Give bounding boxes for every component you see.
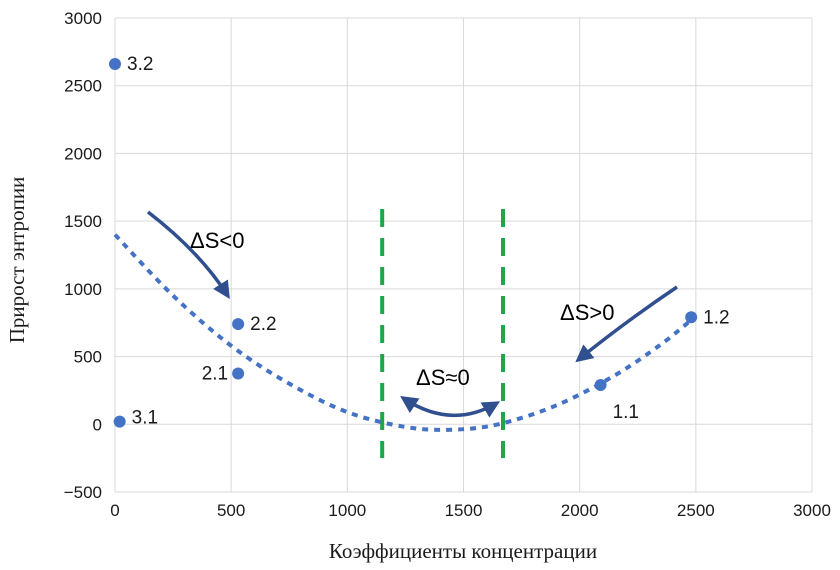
arrow-decreasing — [146, 210, 230, 299]
point-label: 2.2 — [250, 314, 276, 335]
x-tick-label: 500 — [217, 501, 245, 520]
x-tick-label: 3000 — [793, 501, 831, 520]
x-tick-label: 2500 — [677, 501, 715, 520]
data-point — [232, 367, 245, 380]
x-tick-label: 1000 — [328, 501, 366, 520]
x-tick-label: 2000 — [561, 501, 599, 520]
y-tick-label: 500 — [74, 348, 102, 367]
x-axis-title: Коэффициенты концентрации — [329, 539, 597, 563]
point-label: 3.2 — [127, 54, 153, 75]
y-tick-label: 1500 — [64, 212, 102, 231]
point-label: 3.1 — [132, 408, 158, 429]
data-point — [109, 58, 121, 71]
vertical-dashed-lines — [380, 208, 505, 459]
y-tick-label: −500 — [64, 483, 102, 502]
arrow-increasing — [575, 285, 678, 363]
trend-curve-layer — [113, 233, 693, 432]
data-point — [685, 311, 698, 324]
delta-s-annotation: ΔS<0 — [190, 228, 244, 253]
data-points: 3.2 2.2 2.1 3.1 1.1 1.2 — [109, 54, 730, 429]
data-point — [232, 318, 245, 331]
delta-s-annotation: ΔS>0 — [560, 300, 614, 325]
point-label: 1.1 — [613, 402, 639, 423]
y-tick-label: 2000 — [64, 144, 102, 163]
y-tick-label: 0 — [93, 415, 102, 434]
point-label: 1.2 — [703, 307, 729, 328]
tick-labels: −500 0 500 1000 1500 2000 2500 3000 0 500 1000 1500… — [64, 9, 831, 520]
arrow-equilibrium — [400, 396, 501, 418]
trend-curve — [113, 233, 693, 432]
annotation-arrows — [146, 210, 678, 418]
annotation-texts: ΔS<0 ΔS≈0 ΔS>0 — [190, 228, 614, 390]
delta-s-annotation: ΔS≈0 — [416, 365, 470, 390]
y-tick-label: 2500 — [64, 77, 102, 96]
x-tick-label: 0 — [110, 501, 119, 520]
grid — [114, 17, 813, 493]
y-tick-label: 1000 — [64, 280, 102, 299]
data-point — [113, 415, 126, 428]
y-tick-label: 3000 — [64, 9, 102, 28]
point-label: 2.1 — [202, 364, 228, 385]
x-tick-label: 1500 — [445, 501, 483, 520]
data-point — [594, 379, 607, 392]
y-axis-title: Прирост энтропии — [5, 177, 29, 344]
